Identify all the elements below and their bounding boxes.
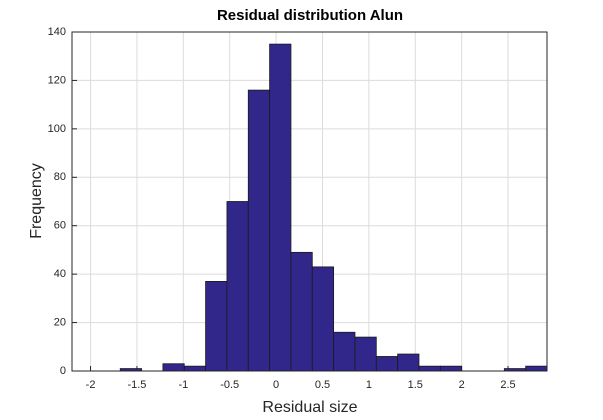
bar: [525, 365, 548, 372]
x-tick-label: 0.5: [315, 379, 330, 391]
axes-box: [71, 31, 548, 372]
bar: [418, 365, 441, 372]
bar: [226, 201, 249, 372]
y-tick-label: 0: [60, 365, 66, 377]
bar: [375, 356, 399, 372]
bar: [247, 89, 271, 372]
bar: [183, 365, 206, 372]
y-axis-label: Frequency: [28, 163, 45, 239]
bar: [162, 363, 185, 372]
y-tick-label: 60: [54, 220, 66, 232]
y-tick-label: 80: [54, 171, 66, 183]
bar: [311, 266, 335, 372]
chart-title: Residual distribution Alun: [217, 7, 403, 24]
y-tick-label: 20: [54, 316, 66, 328]
bar: [354, 336, 377, 372]
x-tick-label: -1.5: [127, 379, 146, 391]
x-tick-label: 1.5: [408, 379, 423, 391]
x-tick-label: -0.5: [220, 379, 239, 391]
x-tick-label: -2: [86, 379, 96, 391]
bar: [269, 43, 292, 372]
x-tick-label: 2.5: [500, 379, 515, 391]
x-tick-label: 2: [459, 379, 465, 391]
x-axis-label: Residual size: [262, 399, 357, 416]
y-tick-label: 140: [48, 26, 66, 38]
bar: [439, 365, 463, 372]
bar: [333, 331, 356, 372]
x-tick-label: -1: [178, 379, 188, 391]
x-tick-label: 1: [366, 379, 372, 391]
y-tick-label: 100: [48, 123, 66, 135]
y-tick-label: 40: [54, 268, 66, 280]
x-tick-label: 0: [273, 379, 279, 391]
bar: [290, 251, 313, 372]
bar: [205, 281, 228, 372]
bar: [397, 353, 420, 372]
y-tick-label: 120: [48, 74, 66, 86]
